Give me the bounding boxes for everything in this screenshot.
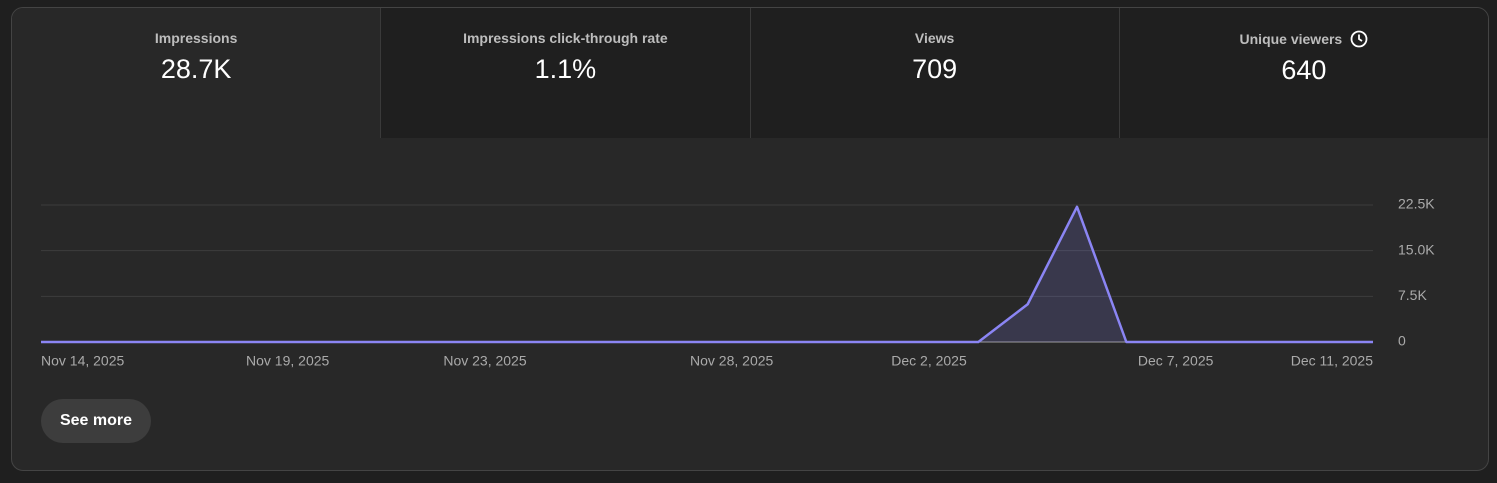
metric-tab[interactable]: Views 709 [749,8,1119,138]
metric-value: 709 [912,54,958,84]
metric-label: Impressions [154,30,238,46]
analytics-card: Impressions 28.7K Impressions click-thro… [11,7,1489,471]
metric-label: Unique viewers [1239,31,1343,47]
metric-tabs: Impressions 28.7K Impressions click-thro… [12,8,1488,138]
metric-value: 1.1% [534,54,597,84]
metric-label-row: Unique viewers [1240,30,1369,48]
metric-label: Views [914,30,955,46]
clock-icon [1350,30,1368,48]
metric-tab[interactable]: Unique viewers 640 [1118,8,1488,138]
metric-value: 640 [1281,55,1327,85]
metric-label: Impressions click-through rate [463,30,668,46]
metric-value: 28.7K [160,54,232,84]
see-more-button[interactable]: See more [41,399,151,443]
metric-tab[interactable]: Impressions 28.7K [12,8,381,138]
metric-tab[interactable]: Impressions click-through rate 1.1% [380,8,750,138]
